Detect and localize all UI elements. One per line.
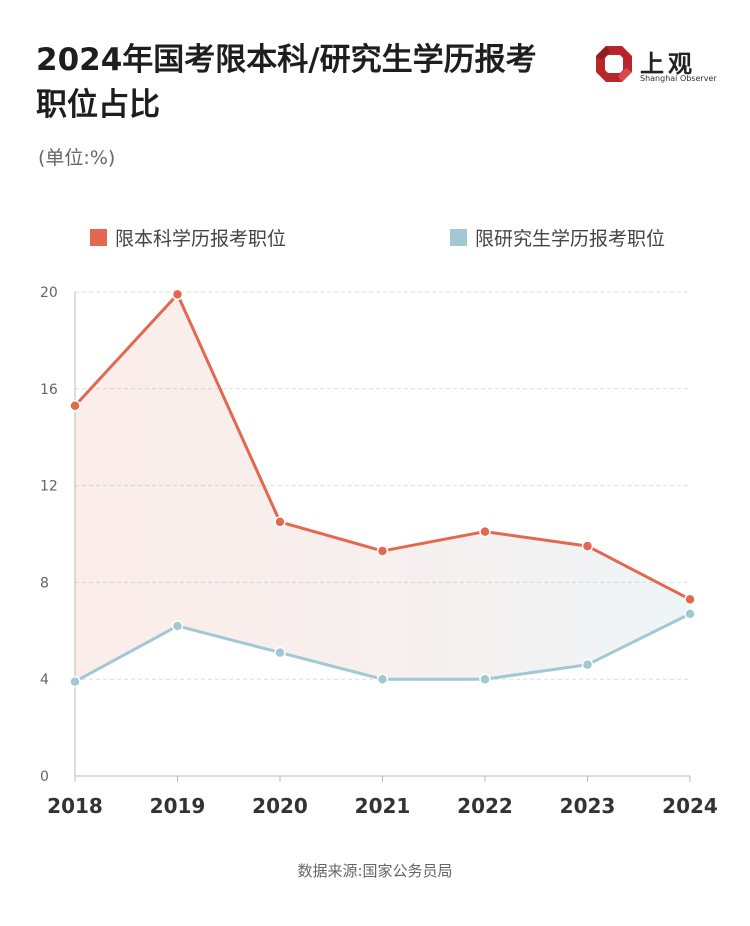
data-point-1-2018 xyxy=(69,675,81,688)
data-point-0-2023 xyxy=(581,540,594,552)
legend-swatch-postgrad xyxy=(450,229,467,246)
x-tick-label-2019: 2019 xyxy=(150,794,206,818)
logo-name: 上观 xyxy=(640,49,696,78)
logo-icon xyxy=(596,46,632,82)
data-point-0-2018 xyxy=(69,399,81,412)
x-tick-label-2018: 2018 xyxy=(47,794,103,818)
data-point-0-2020 xyxy=(274,516,286,528)
logo-subtitle: Shanghai Observer xyxy=(640,74,717,83)
data-point-0-2021 xyxy=(376,545,389,557)
legend-swatch-undergrad xyxy=(90,229,107,246)
logo: 上观 Shanghai Observer xyxy=(594,44,724,88)
data-point-1-2019 xyxy=(171,620,184,632)
y-tick-label-8: 8 xyxy=(40,575,49,591)
y-tick-label-16: 16 xyxy=(40,382,58,398)
data-point-1-2020 xyxy=(274,646,286,659)
legend-item-undergrad: 限本科学历报考职位 xyxy=(90,224,286,251)
x-tick-label-2024: 2024 xyxy=(662,794,718,818)
data-point-0-2022 xyxy=(479,525,491,538)
data-point-1-2023 xyxy=(581,658,594,671)
x-tick-label-2020: 2020 xyxy=(252,794,308,818)
x-tick-label-2023: 2023 xyxy=(560,794,616,818)
unit-label: (单位:%) xyxy=(38,147,116,169)
legend-label-undergrad: 限本科学历报考职位 xyxy=(115,228,287,250)
data-point-1-2021 xyxy=(376,673,389,685)
area-between-series xyxy=(75,294,690,682)
data-source: 数据来源:国家公务员局 xyxy=(297,862,453,880)
x-tick-label-2021: 2021 xyxy=(355,794,411,818)
data-point-1-2024 xyxy=(684,608,696,620)
x-tick-label-2022: 2022 xyxy=(457,794,513,818)
y-tick-label-12: 12 xyxy=(40,479,58,495)
data-point-1-2022 xyxy=(479,673,491,685)
data-point-0-2019 xyxy=(171,288,184,301)
legend-item-postgrad: 限研究生学历报考职位 xyxy=(450,224,665,251)
y-tick-label-4: 4 xyxy=(40,672,49,688)
chart-title: 2024年国考限本科/研究生学历报考职位占比 xyxy=(36,42,537,123)
y-tick-label-0: 0 xyxy=(40,769,49,785)
data-point-0-2024 xyxy=(684,593,696,606)
y-tick-label-20: 20 xyxy=(40,285,58,301)
legend-label-postgrad: 限研究生学历报考职位 xyxy=(475,228,666,250)
